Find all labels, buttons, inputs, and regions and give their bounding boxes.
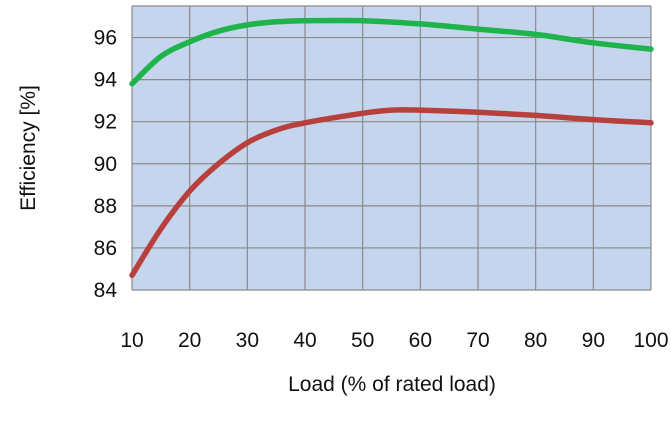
y-tick-label: 84	[94, 279, 118, 302]
x-tick-label: 70	[466, 329, 489, 352]
x-axis-label: Load (% of rated load)	[288, 373, 496, 396]
x-tick-label: 50	[351, 329, 374, 352]
y-tick-label: 88	[94, 195, 117, 218]
y-tick-label: 94	[94, 69, 118, 92]
y-tick-label: 92	[94, 111, 117, 134]
series-layer	[129, 17, 654, 279]
x-tick-label: 80	[524, 329, 547, 352]
series-line-1	[129, 17, 654, 87]
x-tick-label: 100	[633, 329, 668, 352]
y-tick-label: 96	[94, 27, 117, 50]
x-tick-labels: 10 20 30 40 50 60 70 80 90 100	[120, 329, 668, 352]
y-tick-labels: 84 86 88 90 92 94 96	[94, 27, 118, 302]
x-tick-label: 10	[120, 329, 143, 352]
x-tick-label: 60	[409, 329, 432, 352]
y-tick-label: 86	[94, 237, 117, 260]
series-line-2	[129, 107, 654, 279]
x-tick-label: 20	[178, 329, 201, 352]
plot-area	[132, 6, 651, 290]
y-axis-label: Efficiency [%]	[17, 85, 40, 211]
x-tick-label: 30	[236, 329, 259, 352]
x-tick-label: 40	[293, 329, 316, 352]
grid-lines	[131, 5, 652, 291]
x-tick-label: 90	[582, 329, 605, 352]
y-tick-label: 90	[94, 153, 117, 176]
